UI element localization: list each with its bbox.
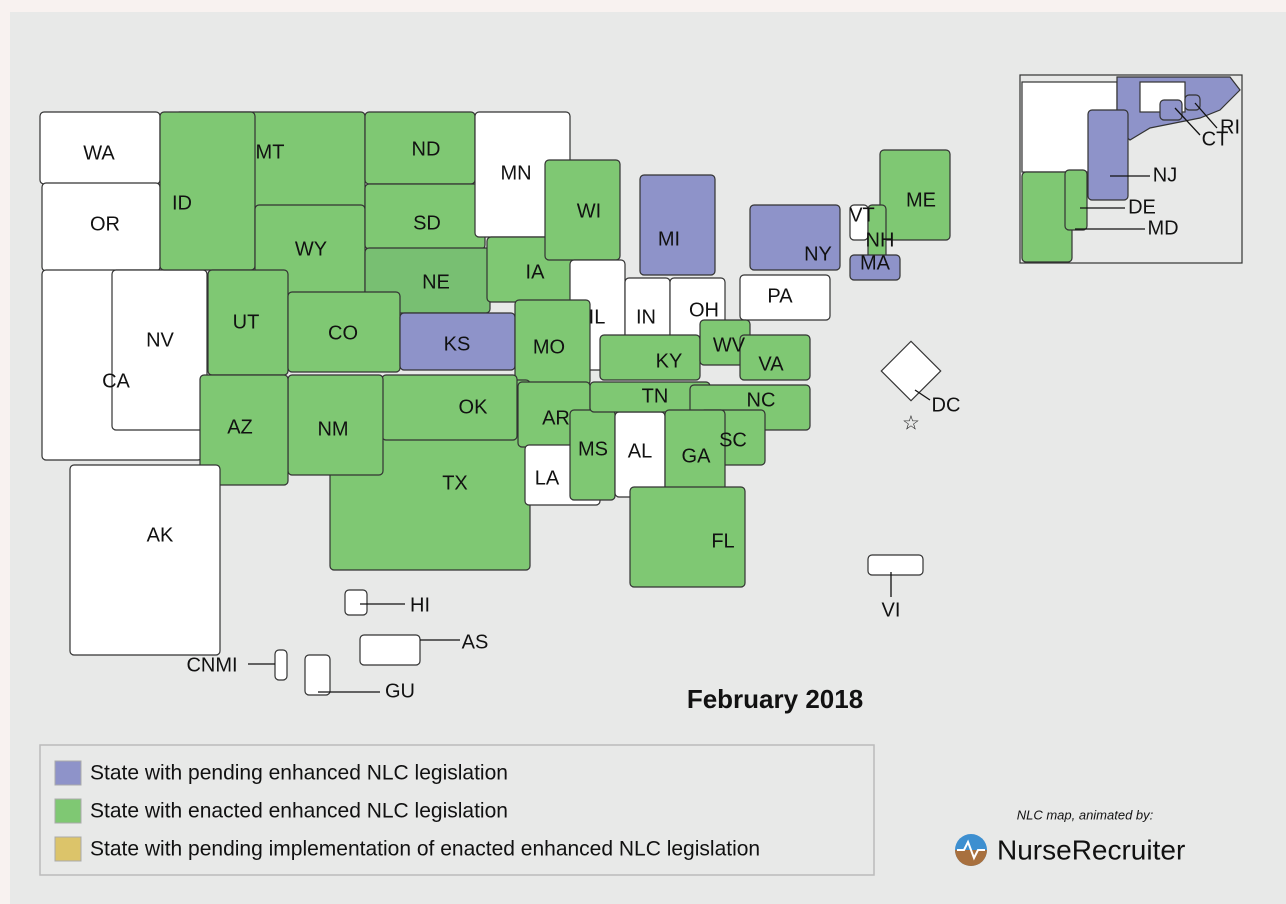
region-label: OH bbox=[689, 299, 719, 321]
legend-swatch bbox=[54, 760, 82, 786]
region-label: MA bbox=[860, 252, 891, 274]
region-label: NJ bbox=[1153, 164, 1177, 186]
region-label: ME bbox=[906, 189, 936, 211]
region-label: GU bbox=[385, 680, 415, 702]
region-label: VT bbox=[849, 204, 875, 226]
region-label: WV bbox=[713, 334, 746, 356]
region-label: DC bbox=[932, 394, 961, 416]
region-label: CNMI bbox=[186, 654, 237, 676]
region-label: AR bbox=[542, 407, 570, 429]
region-label: KS bbox=[444, 333, 471, 355]
legend-swatch bbox=[54, 798, 82, 824]
region-shape bbox=[739, 274, 831, 321]
legend-frame bbox=[39, 744, 875, 876]
region-shape bbox=[739, 334, 811, 381]
region-shape bbox=[304, 654, 331, 696]
logo-bottom bbox=[955, 850, 987, 866]
region-label: GA bbox=[682, 445, 712, 467]
region-shape bbox=[69, 464, 221, 656]
region-shape bbox=[111, 269, 208, 431]
region-label: MT bbox=[256, 141, 285, 163]
region-label: IL bbox=[589, 306, 606, 328]
region-shape bbox=[849, 254, 901, 281]
region-shape bbox=[880, 340, 942, 402]
star-icon: ☆ bbox=[902, 412, 920, 434]
region-label: NH bbox=[866, 229, 895, 251]
region-label: CT bbox=[1202, 128, 1229, 150]
region-label: MS bbox=[578, 438, 608, 460]
region-shape bbox=[629, 486, 746, 588]
region-label: WI bbox=[577, 200, 601, 222]
region-label: AZ bbox=[227, 416, 253, 438]
leader-line bbox=[1174, 107, 1201, 136]
region-label: IA bbox=[526, 261, 546, 283]
region-shape bbox=[867, 554, 924, 576]
region-shape bbox=[344, 589, 368, 616]
region-shape bbox=[359, 634, 421, 666]
region-label: NE bbox=[422, 271, 450, 293]
region-label: NC bbox=[747, 389, 776, 411]
map-title: February 2018 bbox=[687, 684, 863, 714]
region-label: FL bbox=[711, 530, 734, 552]
region-label: SD bbox=[413, 212, 441, 234]
region-shape bbox=[1184, 94, 1201, 111]
region-label: NM bbox=[317, 418, 348, 440]
credit: NLC map, animated by: bbox=[1017, 807, 1154, 822]
region-shape bbox=[879, 149, 951, 241]
region-shape bbox=[1159, 99, 1183, 121]
legend-label: State with enacted enhanced NLC legislat… bbox=[90, 800, 508, 823]
region-label: OR bbox=[90, 213, 120, 235]
region-label: SC bbox=[719, 429, 747, 451]
region-label: KY bbox=[656, 350, 683, 372]
legend-swatch bbox=[54, 836, 82, 862]
region-label: RI bbox=[1220, 116, 1240, 138]
region-label: IN bbox=[636, 306, 656, 328]
region-label: HI bbox=[410, 594, 430, 616]
leader-line bbox=[1194, 102, 1218, 129]
region-shape bbox=[599, 334, 701, 381]
region-label: NY bbox=[804, 243, 832, 265]
region-label: MO bbox=[533, 336, 565, 358]
region-shape bbox=[381, 374, 518, 441]
region-label: ID bbox=[172, 192, 192, 214]
region-label: AL bbox=[628, 440, 652, 462]
region-label: CO bbox=[328, 322, 358, 344]
region-label: OK bbox=[459, 396, 489, 418]
region-label: MI bbox=[658, 228, 680, 250]
region-label: WA bbox=[83, 142, 115, 164]
region-shape bbox=[639, 174, 716, 276]
region-label: NV bbox=[146, 329, 174, 351]
region-shape bbox=[1064, 169, 1088, 231]
legend-label: State with pending enhanced NLC legislat… bbox=[90, 762, 508, 785]
inset-frame bbox=[1019, 74, 1243, 264]
region-shape bbox=[1087, 109, 1129, 201]
legend-label: State with pending implementation of ena… bbox=[90, 838, 760, 861]
region-label: AK bbox=[147, 524, 174, 546]
region-label: PA bbox=[767, 285, 793, 307]
region-label: AS bbox=[462, 631, 489, 653]
region-label: MD bbox=[1147, 217, 1178, 239]
region-label: MN bbox=[500, 162, 531, 184]
region-label: ND bbox=[412, 138, 441, 160]
region-label: UT bbox=[233, 311, 260, 333]
leader-line bbox=[914, 389, 931, 401]
region-label: TN bbox=[642, 385, 669, 407]
logo-pulse bbox=[957, 839, 985, 861]
region-label: VI bbox=[882, 599, 901, 621]
region-label: LA bbox=[535, 467, 560, 489]
region-shape bbox=[159, 111, 256, 271]
region-shape bbox=[274, 649, 288, 681]
region-label: CA bbox=[102, 370, 130, 392]
region-shape bbox=[749, 204, 841, 271]
brand: NurseRecruiter bbox=[997, 834, 1185, 865]
region-label: TX bbox=[442, 472, 468, 494]
region-label: WY bbox=[295, 238, 327, 260]
region-label: DE bbox=[1128, 196, 1156, 218]
region-shape bbox=[199, 374, 289, 486]
region-label: VA bbox=[758, 353, 784, 375]
